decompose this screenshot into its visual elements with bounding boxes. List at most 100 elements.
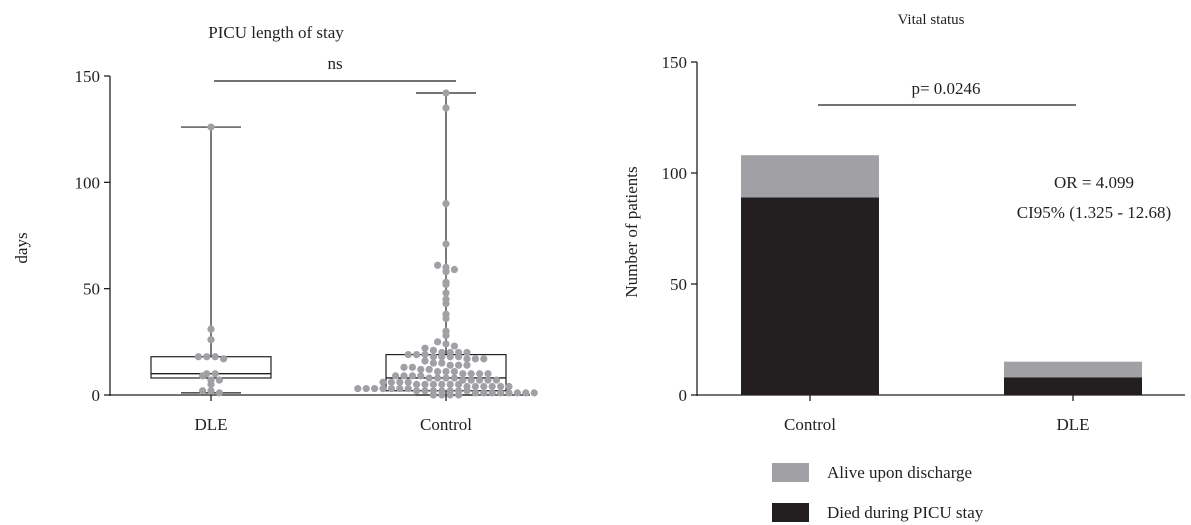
data-point xyxy=(379,385,387,393)
data-point xyxy=(379,378,387,386)
data-point xyxy=(404,350,412,359)
right-chart-title: Vital status xyxy=(897,12,964,28)
bar-segment-died xyxy=(741,197,879,395)
data-point xyxy=(488,382,496,391)
data-point xyxy=(497,389,505,397)
data-point xyxy=(434,338,442,346)
data-point xyxy=(463,348,471,357)
data-point xyxy=(450,374,458,382)
data-point xyxy=(429,359,437,367)
data-point xyxy=(421,387,429,395)
data-point xyxy=(434,374,442,382)
left-y-tick-label: 150 xyxy=(75,67,101,86)
data-point xyxy=(522,389,530,397)
data-point xyxy=(450,368,458,376)
data-point xyxy=(400,363,408,371)
left-significance-label: ns xyxy=(327,54,342,73)
data-point xyxy=(492,376,500,384)
data-point xyxy=(484,370,492,378)
left-y-tick-label: 50 xyxy=(83,280,100,299)
data-point xyxy=(434,368,442,376)
data-point xyxy=(505,382,513,391)
bar-segment-died xyxy=(1004,377,1142,395)
data-point xyxy=(488,389,496,397)
legend: Alive upon discharge Died during PICU st… xyxy=(772,463,984,522)
data-point xyxy=(207,380,215,388)
data-point xyxy=(442,104,450,112)
data-point xyxy=(463,387,471,395)
left-y-axis-label: days xyxy=(12,232,31,263)
data-point xyxy=(480,389,488,397)
confidence-interval-label: CI95% (1.325 - 12.68) xyxy=(1017,203,1171,222)
data-point xyxy=(438,391,446,399)
right-x-categories: Control DLE xyxy=(784,395,1090,434)
data-point xyxy=(471,389,479,397)
right-pvalue-label: p= 0.0246 xyxy=(911,79,980,98)
right-x-tick-label: DLE xyxy=(1056,415,1089,434)
data-point xyxy=(408,363,416,371)
right-stacked-bars xyxy=(741,155,1142,395)
data-point xyxy=(404,378,412,386)
data-point xyxy=(480,382,488,391)
data-point xyxy=(396,385,404,393)
right-y-tick-label: 0 xyxy=(679,386,688,405)
data-point xyxy=(442,268,450,276)
data-point xyxy=(446,353,454,361)
right-panel: Vital status Number of patients 0 50 100 15… xyxy=(622,12,1185,522)
data-point xyxy=(429,353,437,361)
left-x-tick-label: Control xyxy=(420,415,472,434)
data-point xyxy=(455,391,463,399)
box-iqr xyxy=(150,356,272,379)
data-point xyxy=(442,340,450,348)
data-point xyxy=(413,380,421,388)
legend-label-died: Died during PICU stay xyxy=(827,503,984,522)
legend-swatch-alive xyxy=(772,463,809,482)
data-point xyxy=(215,376,223,384)
left-panel: PICU length of stay days 0 50 100 150 DLE Co… xyxy=(12,23,538,434)
left-y-ticks: 0 50 100 150 xyxy=(75,67,110,405)
bar-segment-alive xyxy=(741,155,879,198)
data-point xyxy=(429,380,437,388)
right-y-tick-label: 100 xyxy=(662,164,688,183)
data-point xyxy=(471,355,479,363)
data-point xyxy=(455,353,463,361)
data-point xyxy=(429,346,437,354)
data-point xyxy=(199,387,207,395)
data-point xyxy=(404,385,412,393)
data-point xyxy=(425,374,433,382)
odds-ratio-label: OR = 4.099 xyxy=(1054,173,1134,192)
data-point xyxy=(442,368,450,376)
box-iqr xyxy=(385,353,507,392)
right-y-ticks: 0 50 100 150 xyxy=(662,53,697,405)
data-point xyxy=(387,378,395,386)
data-point xyxy=(480,355,488,363)
data-point xyxy=(392,372,400,380)
data-point xyxy=(446,380,454,388)
right-x-tick-label: Control xyxy=(784,415,836,434)
data-point xyxy=(211,370,219,378)
data-point xyxy=(446,361,454,369)
data-point xyxy=(207,123,215,131)
data-point xyxy=(467,370,475,378)
left-chart-title: PICU length of stay xyxy=(208,23,344,42)
data-point xyxy=(354,385,362,393)
data-point xyxy=(513,389,522,397)
data-point xyxy=(442,240,450,248)
data-point xyxy=(203,353,211,361)
data-point xyxy=(421,357,429,365)
data-point xyxy=(400,372,408,380)
data-point xyxy=(413,350,421,359)
data-point xyxy=(442,289,450,297)
bar-segment-alive xyxy=(1004,361,1142,378)
data-point xyxy=(387,385,395,393)
left-x-tick-label: DLE xyxy=(194,415,227,434)
data-point xyxy=(434,261,442,269)
data-point xyxy=(442,200,450,208)
data-point xyxy=(371,385,379,393)
data-point xyxy=(455,380,463,388)
data-point xyxy=(450,342,458,350)
data-point xyxy=(442,280,450,289)
data-point xyxy=(207,325,215,333)
data-point xyxy=(417,365,425,374)
